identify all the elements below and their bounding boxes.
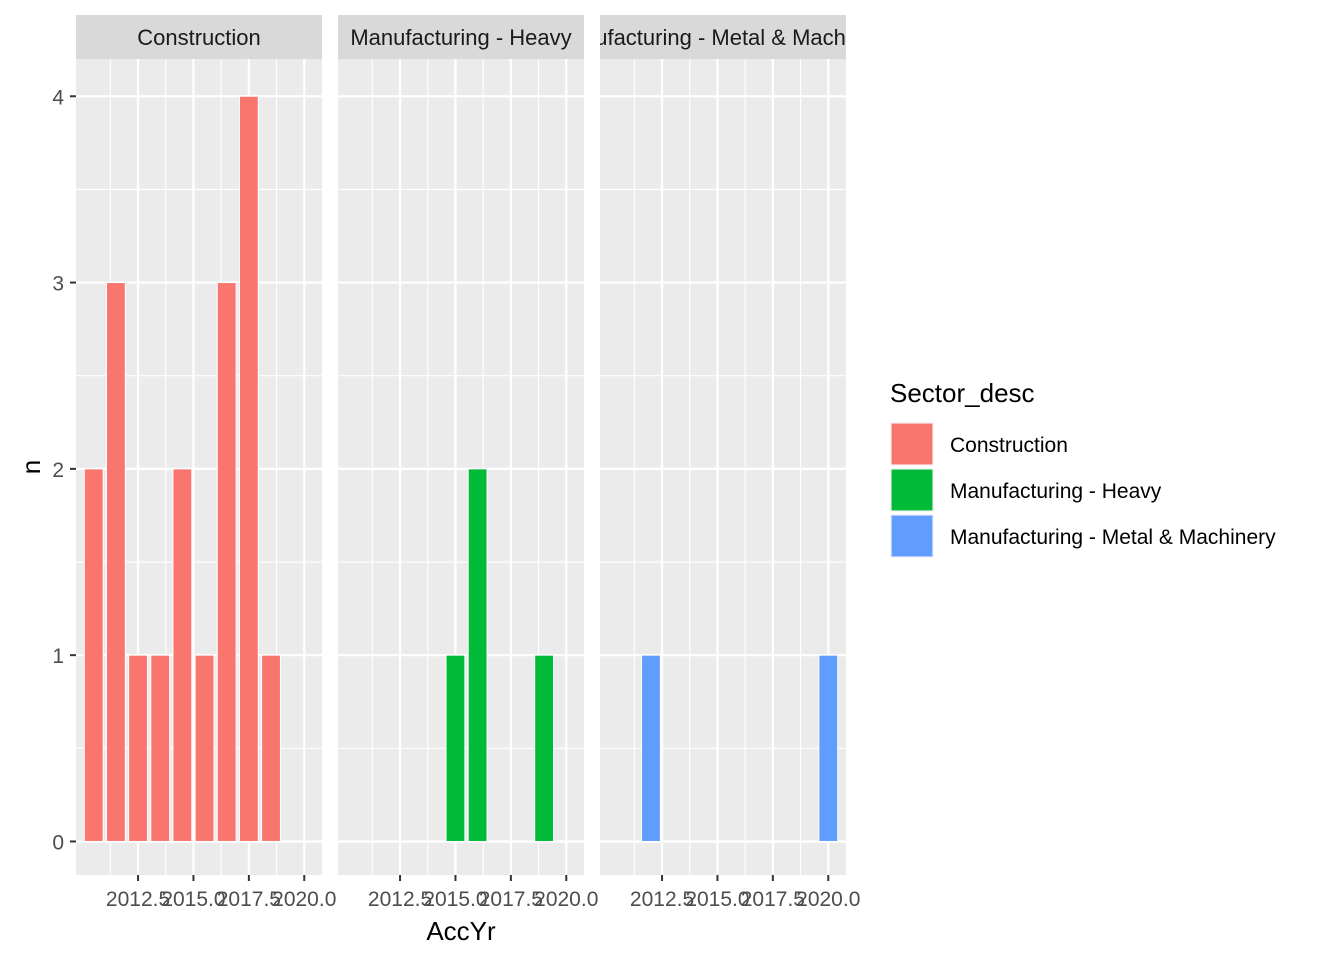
facet-strip (76, 15, 322, 59)
facet-panel: Manufacturing - Heavy 2012.52015.02017.52… (338, 15, 598, 911)
x-tick-label: 2015.0 (161, 888, 225, 911)
legend-item: Construction (890, 422, 1068, 466)
bar (534, 654, 555, 842)
y-axis: 0 1 2 3 4 (52, 86, 76, 854)
x-tick-label: 2017.5 (217, 888, 281, 911)
panel-background (600, 59, 846, 875)
bar (238, 95, 259, 842)
legend-key-swatch (890, 514, 934, 558)
facet-strip-label: Construction (137, 25, 261, 50)
bar (128, 654, 148, 842)
legend-item-label: Manufacturing - Metal & Machinery (950, 526, 1276, 549)
legend-item: Manufacturing - Heavy (890, 468, 1162, 512)
legend: Sector_desc Construction Manufacturing - … (890, 378, 1276, 558)
bar (261, 654, 281, 842)
y-tick-label: 3 (52, 273, 64, 296)
bar (641, 654, 661, 842)
bar (194, 654, 215, 842)
y-axis-title: n (16, 460, 46, 474)
x-tick-label: 2015.0 (685, 888, 749, 911)
legend-item: Manufacturing - Metal & Machinery (890, 514, 1276, 558)
y-tick-label: 4 (52, 86, 64, 109)
x-axis-title: AccYr (426, 916, 496, 946)
y-tick-label: 0 (52, 831, 64, 854)
legend-key-swatch (890, 422, 934, 466)
x-tick-label: 2020.0 (534, 888, 598, 911)
facet-strip-label: Manufacturing - Metal & Machinery (552, 25, 893, 50)
x-tick-label: 2020.0 (796, 888, 860, 911)
facet-strip (600, 15, 846, 59)
bar (83, 468, 104, 842)
x-tick-label: 2020.0 (272, 888, 336, 911)
bar (216, 282, 237, 842)
facet-strip-label: Manufacturing - Heavy (350, 25, 571, 50)
facet-panel: Manufacturing - Metal & Machinery2012.52… (552, 15, 893, 911)
facet-strip (338, 15, 584, 59)
bar (150, 654, 171, 842)
facet-panels: Construction2012.52015.02017.52020.0Manu… (76, 15, 893, 911)
x-tick-label: 2012.5 (368, 888, 432, 911)
x-tick-label: 2017.5 (741, 888, 805, 911)
bar (467, 468, 488, 842)
y-tick-label: 2 (52, 459, 64, 482)
legend-key-swatch (890, 468, 934, 512)
bar (172, 468, 193, 842)
y-tick-label: 1 (52, 645, 64, 668)
bar (105, 282, 126, 842)
legend-item-label: Manufacturing - Heavy (950, 480, 1162, 503)
x-tick-label: 2017.5 (479, 888, 543, 911)
x-tick-label: 2015.0 (423, 888, 487, 911)
x-tick-label: 2012.5 (630, 888, 694, 911)
x-tick-label: 2012.5 (106, 888, 170, 911)
legend-title: Sector_desc (890, 378, 1035, 408)
bar (818, 654, 839, 842)
bar (445, 654, 466, 842)
legend-item-label: Construction (950, 434, 1068, 457)
